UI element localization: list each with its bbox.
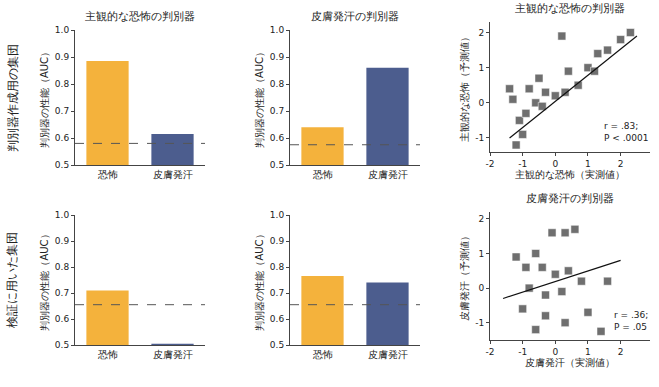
svg-text:0.6: 0.6 [270, 133, 285, 143]
svg-text:0.6: 0.6 [55, 133, 70, 143]
svg-text:皮膚発汗: 皮膚発汗 [368, 349, 408, 360]
svg-text:0.8: 0.8 [270, 262, 285, 272]
svg-text:0.7: 0.7 [270, 288, 284, 298]
svg-text:-1: -1 [475, 133, 484, 143]
svg-text:1: 1 [478, 249, 484, 259]
svg-text:恐怖: 恐怖 [312, 169, 333, 180]
svg-text:判別器の性能（AUC）: 判別器の性能（AUC） [39, 229, 50, 330]
svg-text:-2: -2 [486, 159, 495, 169]
svg-text:1: 1 [478, 63, 484, 73]
svg-text:-1: -1 [518, 347, 527, 357]
svg-text:0: 0 [478, 283, 484, 293]
svg-text:0.9: 0.9 [270, 52, 285, 62]
svg-text:0: 0 [478, 98, 484, 108]
svg-text:1.0: 1.0 [270, 25, 285, 35]
svg-text:主観的な恐怖（予測値）: 主観的な恐怖（予測値） [459, 32, 470, 142]
svg-text:0.7: 0.7 [55, 288, 69, 298]
svg-text:0: 0 [552, 347, 558, 357]
svg-text:判別器の性能（AUC）: 判別器の性能（AUC） [254, 47, 265, 148]
svg-text:r = .36;P = .05: r = .36;P = .05 [614, 310, 648, 332]
svg-text:0.8: 0.8 [270, 79, 285, 89]
svg-text:0.9: 0.9 [55, 52, 70, 62]
svg-text:0.7: 0.7 [55, 106, 69, 116]
svg-text:2: 2 [618, 159, 624, 169]
svg-text:皮膚発汗の判別器: 皮膚発汗の判別器 [311, 10, 399, 23]
svg-text:恐怖: 恐怖 [97, 349, 118, 360]
svg-text:1.0: 1.0 [55, 25, 70, 35]
svg-text:1: 1 [585, 159, 591, 169]
svg-text:皮膚発汗: 皮膚発汗 [153, 169, 193, 180]
svg-text:0.5: 0.5 [270, 340, 284, 350]
svg-text:皮膚発汗（実測値）: 皮膚発汗（実測値） [525, 357, 615, 368]
svg-text:恐怖: 恐怖 [312, 349, 333, 360]
svg-text:r = .83;P < .0001: r = .83;P < .0001 [604, 121, 648, 143]
svg-text:0.9: 0.9 [55, 236, 70, 246]
svg-text:判別器の性能（AUC）: 判別器の性能（AUC） [39, 47, 50, 148]
svg-text:0.5: 0.5 [55, 340, 69, 350]
svg-text:恐怖: 恐怖 [97, 169, 118, 180]
svg-text:皮膚発汗: 皮膚発汗 [368, 169, 408, 180]
svg-text:0.5: 0.5 [55, 160, 69, 170]
svg-text:0.8: 0.8 [55, 262, 70, 272]
svg-text:皮膚発汗（予測値）: 皮膚発汗（予測値） [459, 231, 470, 321]
svg-text:0.5: 0.5 [270, 160, 284, 170]
svg-text:-1: -1 [475, 318, 484, 328]
svg-text:主観的な恐怖の判別器: 主観的な恐怖の判別器 [85, 10, 195, 23]
svg-text:-1: -1 [518, 159, 527, 169]
svg-text:1.0: 1.0 [270, 210, 285, 220]
svg-text:2: 2 [478, 214, 484, 224]
svg-text:0.8: 0.8 [55, 79, 70, 89]
svg-text:0.7: 0.7 [270, 106, 284, 116]
svg-text:1: 1 [585, 347, 591, 357]
svg-text:0.6: 0.6 [55, 314, 70, 324]
svg-text:0: 0 [552, 159, 558, 169]
svg-text:判別器の性能（AUC）: 判別器の性能（AUC） [254, 229, 265, 330]
svg-text:-2: -2 [486, 347, 495, 357]
svg-text:主観的な恐怖の判別器: 主観的な恐怖の判別器 [515, 2, 625, 15]
svg-text:皮膚発汗: 皮膚発汗 [153, 349, 193, 360]
svg-text:2: 2 [618, 347, 624, 357]
svg-text:主観的な恐怖（実測値）: 主観的な恐怖（実測値） [515, 169, 625, 180]
svg-text:2: 2 [478, 28, 484, 38]
svg-text:判別器作成用の集団: 判別器作成用の集団 [6, 44, 20, 152]
svg-text:検証に用いた集団: 検証に用いた集団 [5, 232, 19, 328]
svg-text:0.6: 0.6 [270, 314, 285, 324]
svg-text:皮膚発汗の判別器: 皮膚発汗の判別器 [526, 192, 614, 205]
svg-text:0.9: 0.9 [270, 236, 285, 246]
svg-text:1.0: 1.0 [55, 210, 70, 220]
